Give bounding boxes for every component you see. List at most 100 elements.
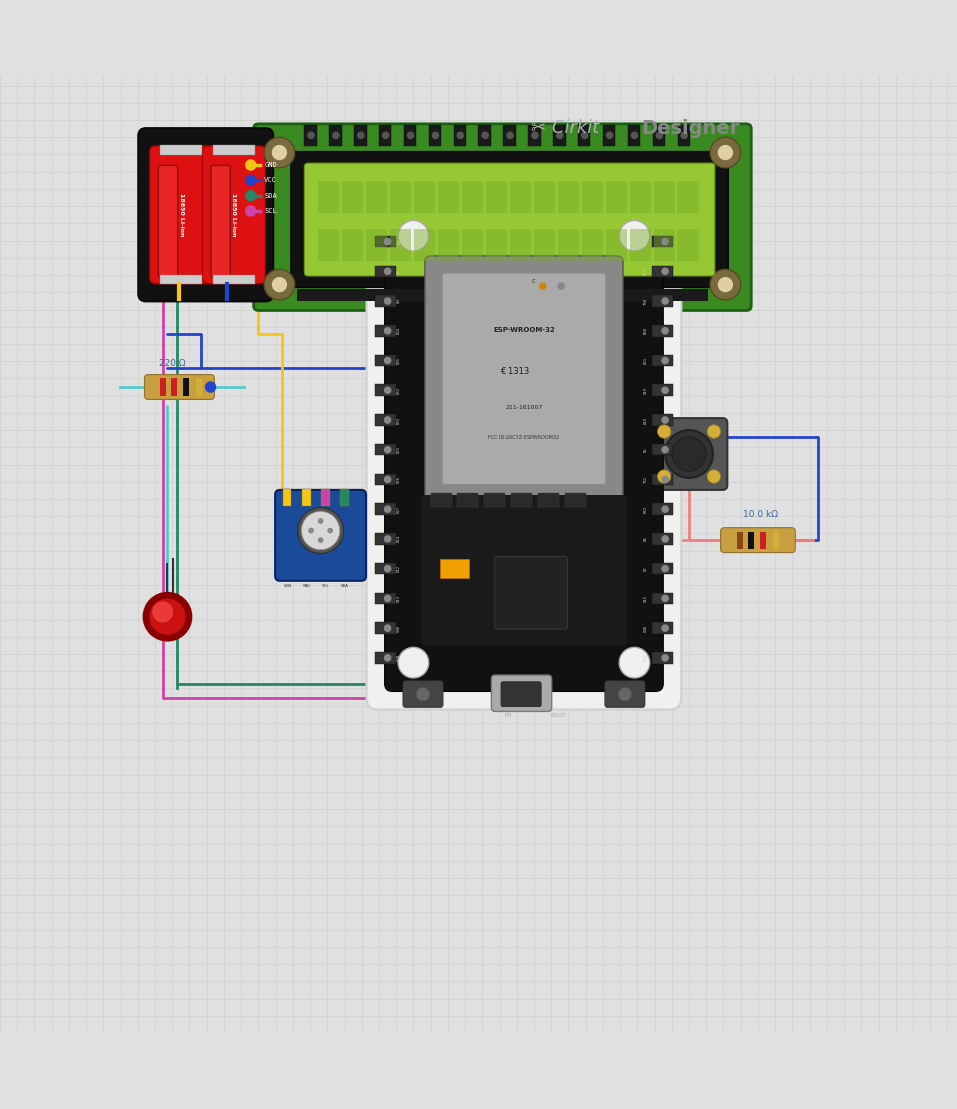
Circle shape xyxy=(398,221,429,251)
Text: VN: VN xyxy=(397,298,401,304)
Text: SDA: SDA xyxy=(341,583,349,588)
Bar xyxy=(437,181,458,213)
Text: D5: D5 xyxy=(644,447,648,452)
Circle shape xyxy=(398,648,429,678)
Bar xyxy=(375,503,396,515)
Text: VIN: VIN xyxy=(283,583,292,588)
Circle shape xyxy=(680,132,688,139)
Text: EN: EN xyxy=(505,713,512,719)
Bar xyxy=(318,181,339,213)
Bar xyxy=(212,275,255,284)
Text: SDA: SDA xyxy=(264,193,277,199)
Circle shape xyxy=(556,132,564,139)
Bar xyxy=(652,533,673,545)
Bar xyxy=(485,181,507,213)
Bar xyxy=(534,230,555,261)
FancyBboxPatch shape xyxy=(254,124,751,311)
Circle shape xyxy=(384,476,391,484)
Circle shape xyxy=(665,430,713,478)
Circle shape xyxy=(272,145,287,160)
Circle shape xyxy=(661,237,669,245)
FancyBboxPatch shape xyxy=(276,490,367,581)
Bar xyxy=(431,494,452,507)
Bar xyxy=(341,489,349,506)
Text: TX2: TX2 xyxy=(644,476,648,484)
Bar xyxy=(678,181,699,213)
Text: € 1313: € 1313 xyxy=(500,367,529,376)
Circle shape xyxy=(384,506,391,513)
Circle shape xyxy=(661,654,669,662)
Circle shape xyxy=(143,592,192,642)
Circle shape xyxy=(245,190,256,202)
Bar xyxy=(160,378,166,396)
Text: 220 Ω: 220 Ω xyxy=(159,359,186,368)
Bar xyxy=(534,181,555,213)
Text: D19: D19 xyxy=(644,387,648,394)
Text: VCC: VCC xyxy=(264,177,277,183)
Text: D4: D4 xyxy=(644,537,648,541)
Bar xyxy=(366,230,387,261)
Circle shape xyxy=(707,470,721,484)
Bar xyxy=(511,494,532,507)
Circle shape xyxy=(384,327,391,335)
Bar xyxy=(413,230,434,261)
FancyBboxPatch shape xyxy=(425,256,623,511)
Bar xyxy=(196,378,202,396)
Bar xyxy=(375,592,396,604)
Bar xyxy=(461,230,482,261)
Text: ESP-WROOM-32: ESP-WROOM-32 xyxy=(493,327,555,333)
Bar xyxy=(630,230,651,261)
Bar xyxy=(375,236,396,247)
FancyBboxPatch shape xyxy=(159,165,178,276)
Bar xyxy=(773,531,779,549)
Bar xyxy=(558,181,579,213)
Circle shape xyxy=(416,688,430,701)
Text: VP: VP xyxy=(397,268,401,274)
FancyBboxPatch shape xyxy=(495,557,568,629)
Circle shape xyxy=(272,277,287,293)
Bar xyxy=(342,181,363,213)
Circle shape xyxy=(661,624,669,632)
Bar xyxy=(737,531,743,549)
Circle shape xyxy=(661,594,669,602)
Text: TX0: TX0 xyxy=(644,297,648,305)
Circle shape xyxy=(661,476,669,484)
Text: D15: D15 xyxy=(644,594,648,602)
Bar xyxy=(437,230,458,261)
Bar xyxy=(304,125,317,146)
Circle shape xyxy=(657,470,671,484)
Bar xyxy=(375,415,396,426)
Bar xyxy=(375,444,396,456)
Circle shape xyxy=(661,446,669,454)
Bar xyxy=(161,275,202,284)
Bar xyxy=(461,181,482,213)
Circle shape xyxy=(531,132,539,139)
Circle shape xyxy=(539,282,546,289)
Circle shape xyxy=(707,425,721,438)
Text: c: c xyxy=(531,278,535,284)
Bar xyxy=(578,125,590,146)
Bar xyxy=(748,531,754,549)
Bar xyxy=(318,230,339,261)
Circle shape xyxy=(661,535,669,542)
Text: GND: GND xyxy=(644,624,648,632)
Bar xyxy=(652,415,673,426)
Bar xyxy=(652,355,673,366)
FancyBboxPatch shape xyxy=(145,375,214,399)
Circle shape xyxy=(384,654,391,662)
Circle shape xyxy=(481,132,489,139)
Circle shape xyxy=(357,132,365,139)
Bar xyxy=(478,125,491,146)
Bar xyxy=(375,385,396,396)
Circle shape xyxy=(661,357,669,365)
Circle shape xyxy=(298,508,344,553)
Bar xyxy=(375,295,396,307)
Circle shape xyxy=(384,594,391,602)
Text: D33: D33 xyxy=(397,416,401,424)
Circle shape xyxy=(506,132,514,139)
Text: 18650 Li-ion: 18650 Li-ion xyxy=(232,193,236,236)
Circle shape xyxy=(661,386,669,394)
Bar xyxy=(171,378,177,396)
Circle shape xyxy=(384,297,391,305)
Circle shape xyxy=(384,237,391,245)
